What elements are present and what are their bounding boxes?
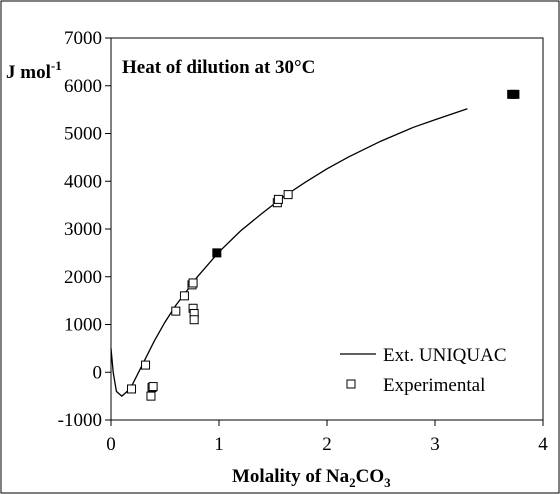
chart-title: Heat of dilution at 30°C xyxy=(122,57,315,78)
y-tick-label: 0 xyxy=(93,362,103,383)
legend: Ext. UNIQUAC Experimental xyxy=(340,345,507,396)
data-point-experimental xyxy=(179,291,189,301)
experimental-points xyxy=(127,89,520,401)
x-tick-label: 0 xyxy=(106,434,116,455)
uniquac-curve xyxy=(110,108,468,397)
data-point-experimental xyxy=(146,391,156,401)
y-tick-label: 3000 xyxy=(64,219,102,240)
y-axis-ticks: -1000 0 1000 2000 3000 4000 5000 6000 7000 xyxy=(58,28,111,431)
y-tick-label: -1000 xyxy=(58,410,102,431)
x-tick-label: 3 xyxy=(430,434,440,455)
plot-area xyxy=(110,37,544,421)
x-axis-ticks: 0 1 2 3 4 xyxy=(106,420,548,455)
x-tick-label: 4 xyxy=(538,434,548,455)
data-point-filled xyxy=(212,248,222,258)
x-axis-label: Molality of Na2CO3 xyxy=(232,466,391,490)
y-tick-label: 1000 xyxy=(64,315,102,336)
y-tick-label: 5000 xyxy=(64,124,102,145)
data-point-experimental xyxy=(188,278,198,288)
data-point-experimental xyxy=(148,382,158,392)
legend-label-ext-uniquac: Ext. UNIQUAC xyxy=(383,345,507,366)
y-axis-label: J mol-1 xyxy=(6,58,62,83)
data-point-filled xyxy=(510,89,520,99)
y-tick-label: 7000 xyxy=(64,28,102,49)
x-tick-label: 1 xyxy=(214,434,224,455)
y-tick-label: 6000 xyxy=(64,76,102,97)
legend-square-sample xyxy=(346,379,356,389)
x-tick-label: 2 xyxy=(322,434,332,455)
legend-label-experimental: Experimental xyxy=(383,375,485,396)
data-point-experimental xyxy=(141,360,151,370)
y-tick-label: 4000 xyxy=(64,171,102,192)
y-tick-label: 2000 xyxy=(64,267,102,288)
data-point-experimental xyxy=(273,194,283,204)
data-point-experimental xyxy=(171,306,181,316)
data-point-experimental xyxy=(189,315,199,325)
data-point-experimental xyxy=(127,384,137,394)
data-point-experimental xyxy=(283,190,293,200)
